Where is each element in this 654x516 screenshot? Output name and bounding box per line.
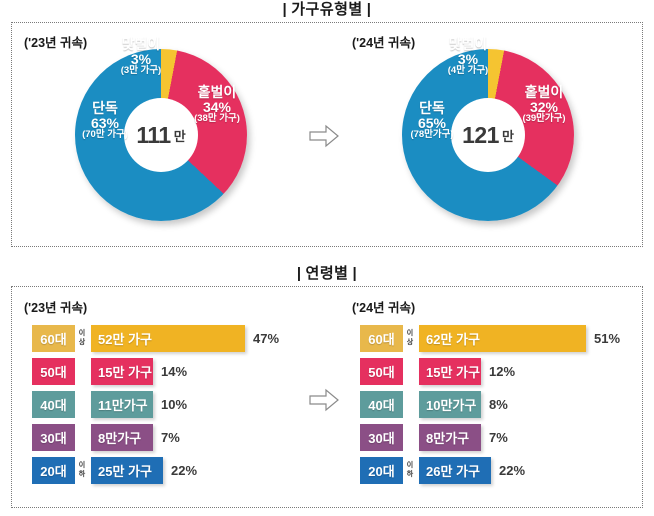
- household-type-section: | 가구유형별 | ('23년 귀속) 111 만 맞벌이 3% (3만 가구) 홑벌…: [0, 2, 654, 247]
- year-label-2023-age: ('23년 귀속): [24, 301, 88, 315]
- age-percent-label: 7%: [161, 430, 180, 445]
- age-bar-row: 40대 10만가구 8%: [360, 391, 654, 418]
- heading-text: 가구유형별: [291, 1, 363, 18]
- age-group-chip: 50대: [32, 358, 75, 385]
- age-value-bar: 10만가구: [419, 391, 481, 418]
- age-value-bar: 52만 가구: [91, 325, 245, 352]
- donut-slice-label-matbeoli-2023: 맞벌이 3% (3만 가구): [99, 37, 183, 76]
- donut-center-unit-2024: 만: [501, 128, 514, 144]
- age-group-chip: 50대: [360, 358, 403, 385]
- slice-count: (38만 가구): [194, 113, 240, 125]
- donut-slice-label-dandok-2024: 단독 65% (78만가구): [390, 101, 474, 140]
- age-group-section: | 연령별 | ('23년 귀속) ('24년 귀속) 60대 이 상 52만 가구 47%…: [0, 266, 654, 508]
- age-bar-row: 20대 이 하 26만 가구 22%: [360, 457, 654, 484]
- slice-name: 단독: [92, 100, 118, 116]
- age-percent-label: 14%: [161, 364, 188, 379]
- age-bar-row: 20대 이 하 25만 가구 22%: [32, 457, 332, 484]
- heading-bracket-right: |: [366, 1, 372, 18]
- age-bar-row: 30대 8만가구 7%: [32, 424, 332, 451]
- household-type-heading: | 가구유형별 |: [0, 2, 654, 17]
- age-percent-label: 22%: [499, 463, 526, 478]
- donut-slice-label-hotbeoli-2024: 홑벌이 32% (39만가구): [502, 85, 586, 124]
- slice-count: (78만가구): [410, 129, 454, 141]
- heading-bracket-right: |: [352, 265, 358, 282]
- age-value-bar: 62만 가구: [419, 325, 586, 352]
- slice-count: (70만 가구): [82, 129, 128, 141]
- slice-percent: 3%: [130, 50, 152, 67]
- slice-percent: 3%: [457, 50, 479, 67]
- age-bar-chart-2024: 60대 이 상 62만 가구 51% 50대 15만 가구 12% 40대 10만가구 8% 30대 8…: [360, 325, 654, 490]
- slice-percent: 32%: [529, 98, 559, 115]
- age-bar-row: 50대 15만 가구 12%: [360, 358, 654, 385]
- age-value-bar: 8만가구: [419, 424, 481, 451]
- year-label-2023-household: ('23년 귀속): [24, 36, 88, 50]
- age-bar-row: 30대 8만가구 7%: [360, 424, 654, 451]
- age-percent-label: 47%: [253, 331, 280, 346]
- age-value-bar: 26만 가구: [419, 457, 491, 484]
- donut-center-unit-2023: 만: [173, 128, 186, 144]
- age-bar-row: 40대 11만가구 10%: [32, 391, 332, 418]
- donut-slice-label-hotbeoli-2023: 홑벌이 34% (38만 가구): [175, 85, 259, 124]
- year-label-2024-age: ('24년 귀속): [352, 301, 416, 315]
- age-group-panel: ('23년 귀속) ('24년 귀속) 60대 이 상 52만 가구 47% 50대 15만…: [11, 286, 643, 508]
- household-type-panel: ('23년 귀속) 111 만 맞벌이 3% (3만 가구) 홑벌이 34% (3…: [11, 22, 643, 247]
- slice-count: (4만 가구): [447, 65, 489, 77]
- age-bar-row: 60대 이 상 52만 가구 47%: [32, 325, 332, 352]
- age-group-chip: 40대: [360, 391, 403, 418]
- heading-bracket-left: |: [282, 1, 288, 18]
- slice-percent: 65%: [417, 114, 447, 131]
- age-group-chip: 30대: [360, 424, 403, 451]
- heading-bracket-left: |: [296, 265, 302, 282]
- age-group-chip: 40대: [32, 391, 75, 418]
- slice-name: 맞벌이: [448, 36, 488, 52]
- slice-name: 홑벌이: [197, 84, 237, 100]
- age-value-bar: 8만가구: [91, 424, 153, 451]
- age-value-bar: 11만가구: [91, 391, 153, 418]
- slice-name: 홑벌이: [524, 84, 564, 100]
- age-percent-label: 12%: [489, 364, 516, 379]
- arrow-right-icon: [309, 124, 339, 148]
- year-label-2024-household: ('24년 귀속): [352, 36, 416, 50]
- age-bar-chart-2023: 60대 이 상 52만 가구 47% 50대 15만 가구 14% 40대 11만가구 10% 30대…: [32, 325, 332, 490]
- slice-percent: 63%: [90, 114, 120, 131]
- age-group-chip: 30대: [32, 424, 75, 451]
- age-value-bar: 15만 가구: [91, 358, 153, 385]
- donut-center-2023: 111 만: [124, 98, 198, 172]
- age-group-chip: 60대: [360, 325, 403, 352]
- slice-percent: 34%: [202, 98, 232, 115]
- age-value-bar: 25만 가구: [91, 457, 163, 484]
- donut-slice-label-dandok-2023: 단독 63% (70만 가구): [63, 101, 147, 140]
- age-group-chip: 20대: [360, 457, 403, 484]
- donut-center-value-2023: 111: [136, 121, 171, 148]
- age-percent-label: 8%: [489, 397, 508, 412]
- slice-count: (39만가구): [522, 113, 566, 125]
- donut-chart-2024: 121 만 맞벌이 3% (4만 가구) 홑벌이 32% (39만가구) 단독 6…: [402, 37, 574, 221]
- age-percent-label: 7%: [489, 430, 508, 445]
- age-bar-row: 50대 15만 가구 14%: [32, 358, 332, 385]
- arrow-right-icon: [309, 388, 339, 412]
- slice-name: 맞벌이: [121, 36, 161, 52]
- age-percent-label: 10%: [161, 397, 188, 412]
- slice-count: (3만 가구): [120, 65, 162, 77]
- age-percent-label: 51%: [594, 331, 621, 346]
- age-group-chip: 60대: [32, 325, 75, 352]
- heading-text: 연령별: [305, 265, 349, 282]
- donut-chart-2023: 111 만 맞벌이 3% (3만 가구) 홑벌이 34% (38만 가구) 단독 …: [75, 37, 247, 221]
- age-percent-label: 22%: [171, 463, 198, 478]
- age-value-bar: 15만 가구: [419, 358, 481, 385]
- age-group-chip: 20대: [32, 457, 75, 484]
- age-group-heading: | 연령별 |: [0, 266, 654, 281]
- donut-center-2024: 121 만: [451, 98, 525, 172]
- age-bar-row: 60대 이 상 62만 가구 51%: [360, 325, 654, 352]
- donut-center-value-2024: 121: [462, 121, 499, 148]
- slice-name: 단독: [419, 100, 445, 116]
- donut-slice-label-matbeoli-2024: 맞벌이 3% (4만 가구): [426, 37, 510, 76]
